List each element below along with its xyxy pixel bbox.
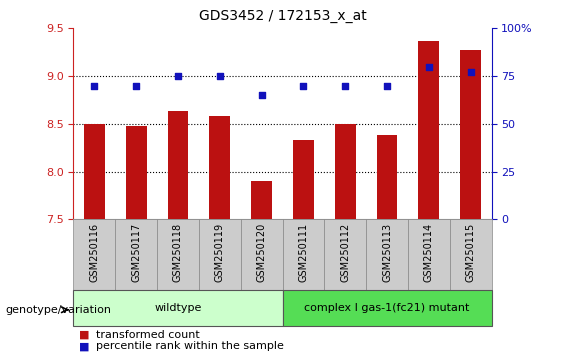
Text: GSM250119: GSM250119 — [215, 223, 225, 282]
Bar — [251, 181, 272, 219]
Point — [299, 83, 308, 88]
Bar — [84, 124, 105, 219]
Bar — [167, 112, 189, 219]
Bar — [418, 41, 440, 219]
Text: GSM250112: GSM250112 — [340, 223, 350, 282]
Point — [215, 73, 224, 79]
Text: ■: ■ — [79, 341, 90, 351]
Text: GSM250114: GSM250114 — [424, 223, 434, 282]
Text: complex I gas-1(fc21) mutant: complex I gas-1(fc21) mutant — [305, 303, 470, 313]
Bar — [293, 140, 314, 219]
Text: GSM250113: GSM250113 — [382, 223, 392, 282]
Bar — [125, 126, 147, 219]
Point — [466, 69, 475, 75]
Bar — [334, 124, 356, 219]
Text: GSM250115: GSM250115 — [466, 223, 476, 282]
Text: genotype/variation: genotype/variation — [6, 305, 112, 315]
Text: percentile rank within the sample: percentile rank within the sample — [96, 341, 284, 351]
Text: GSM250116: GSM250116 — [89, 223, 99, 282]
Text: GSM250120: GSM250120 — [257, 223, 267, 282]
Bar — [209, 116, 231, 219]
Text: GSM250117: GSM250117 — [131, 223, 141, 282]
Point — [132, 83, 141, 88]
Point — [383, 83, 392, 88]
Text: GSM250111: GSM250111 — [298, 223, 308, 282]
Point — [341, 83, 350, 88]
Point — [173, 73, 182, 79]
Text: GDS3452 / 172153_x_at: GDS3452 / 172153_x_at — [199, 9, 366, 23]
Text: transformed count: transformed count — [96, 330, 200, 339]
Point — [424, 64, 433, 69]
Point — [90, 83, 99, 88]
Bar — [460, 50, 481, 219]
Text: ■: ■ — [79, 330, 90, 339]
Text: GSM250118: GSM250118 — [173, 223, 183, 282]
Point — [257, 92, 266, 98]
Bar — [377, 135, 398, 219]
Text: wildtype: wildtype — [154, 303, 202, 313]
